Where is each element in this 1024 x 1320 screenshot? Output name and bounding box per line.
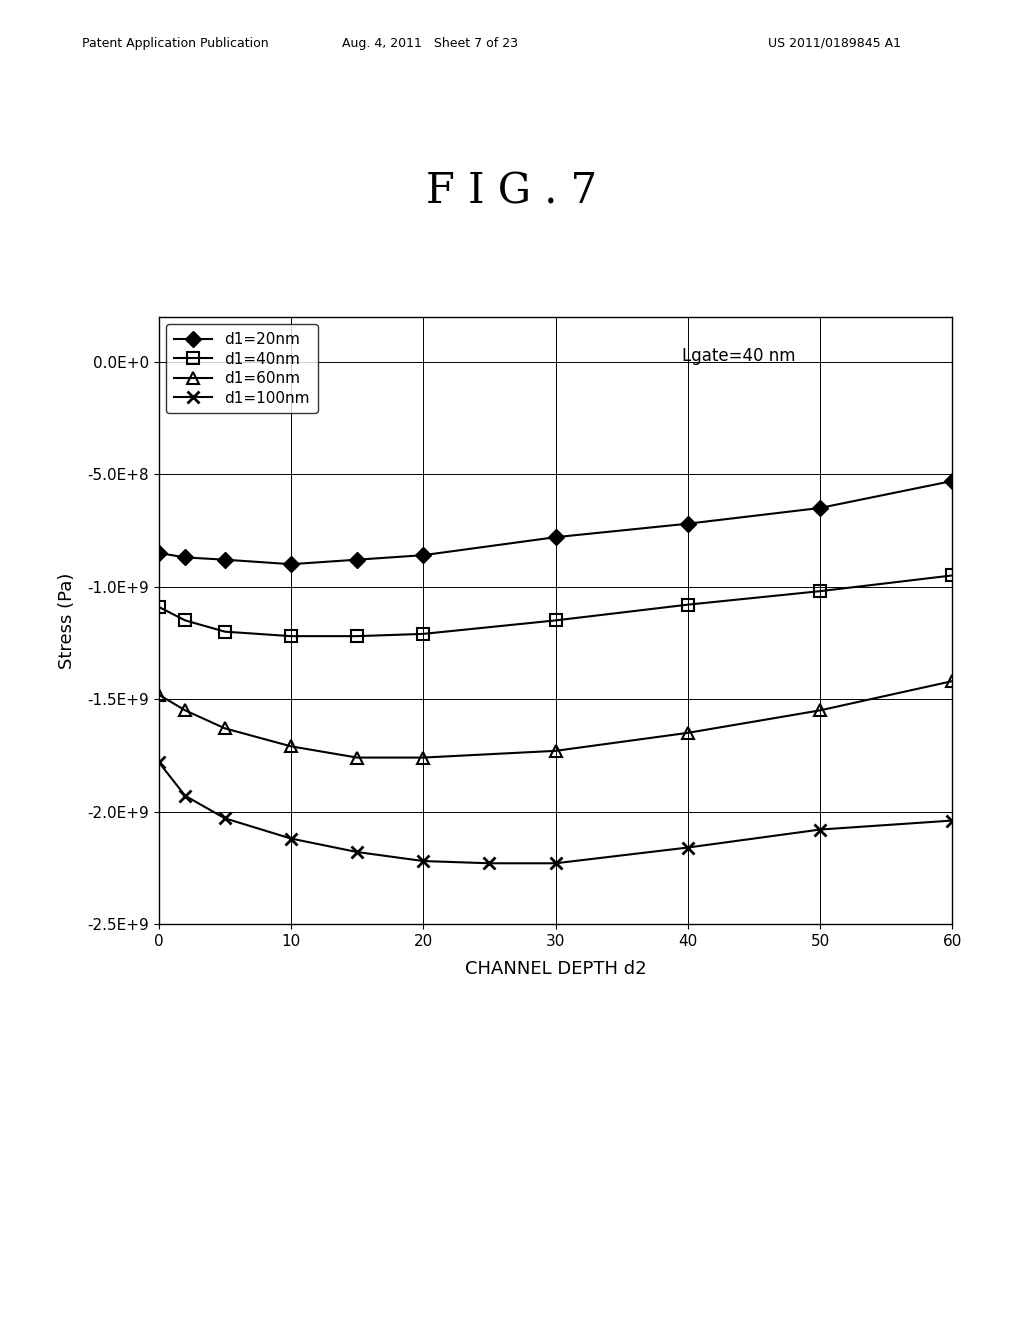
Text: Patent Application Publication: Patent Application Publication xyxy=(82,37,268,50)
d1=60nm xyxy=(549,743,561,759)
d1=100nm xyxy=(946,813,958,829)
d1=20nm xyxy=(549,529,561,545)
d1=60nm xyxy=(946,673,958,689)
Legend: d1=20nm, d1=40nm, d1=60nm, d1=100nm: d1=20nm, d1=40nm, d1=60nm, d1=100nm xyxy=(166,325,317,413)
d1=40nm xyxy=(179,612,191,628)
d1=40nm xyxy=(153,599,165,615)
d1=100nm xyxy=(219,810,231,826)
d1=40nm xyxy=(285,628,297,644)
d1=100nm xyxy=(814,821,826,837)
Text: F I G . 7: F I G . 7 xyxy=(426,170,598,213)
Text: US 2011/0189845 A1: US 2011/0189845 A1 xyxy=(768,37,901,50)
d1=100nm xyxy=(483,855,496,871)
d1=20nm xyxy=(946,473,958,488)
d1=100nm xyxy=(417,853,429,869)
d1=60nm xyxy=(179,702,191,718)
d1=60nm xyxy=(682,725,694,741)
Y-axis label: Stress (Pa): Stress (Pa) xyxy=(58,572,76,669)
Line: d1=40nm: d1=40nm xyxy=(154,570,957,642)
d1=100nm xyxy=(153,754,165,770)
d1=100nm xyxy=(285,830,297,846)
d1=40nm xyxy=(814,583,826,599)
d1=60nm xyxy=(285,738,297,754)
d1=40nm xyxy=(946,568,958,583)
d1=40nm xyxy=(351,628,364,644)
d1=20nm xyxy=(153,545,165,561)
d1=60nm xyxy=(814,702,826,718)
d1=20nm xyxy=(179,549,191,565)
d1=40nm xyxy=(682,597,694,612)
Text: Aug. 4, 2011   Sheet 7 of 23: Aug. 4, 2011 Sheet 7 of 23 xyxy=(342,37,518,50)
d1=20nm xyxy=(219,552,231,568)
d1=100nm xyxy=(549,855,561,871)
d1=60nm xyxy=(351,750,364,766)
X-axis label: CHANNEL DEPTH d2: CHANNEL DEPTH d2 xyxy=(465,960,646,978)
d1=40nm xyxy=(219,624,231,640)
Line: d1=20nm: d1=20nm xyxy=(154,475,957,570)
d1=20nm xyxy=(417,548,429,564)
Text: Lgate=40 nm: Lgate=40 nm xyxy=(683,347,796,366)
Line: d1=60nm: d1=60nm xyxy=(154,676,957,763)
d1=100nm xyxy=(351,843,364,859)
d1=20nm xyxy=(682,516,694,532)
d1=40nm xyxy=(549,612,561,628)
d1=40nm xyxy=(417,626,429,642)
d1=60nm xyxy=(153,686,165,702)
Line: d1=100nm: d1=100nm xyxy=(154,756,957,869)
d1=60nm xyxy=(219,721,231,737)
d1=100nm xyxy=(179,788,191,804)
d1=20nm xyxy=(285,556,297,572)
d1=100nm xyxy=(682,840,694,855)
d1=20nm xyxy=(351,552,364,568)
d1=60nm xyxy=(417,750,429,766)
d1=20nm xyxy=(814,500,826,516)
